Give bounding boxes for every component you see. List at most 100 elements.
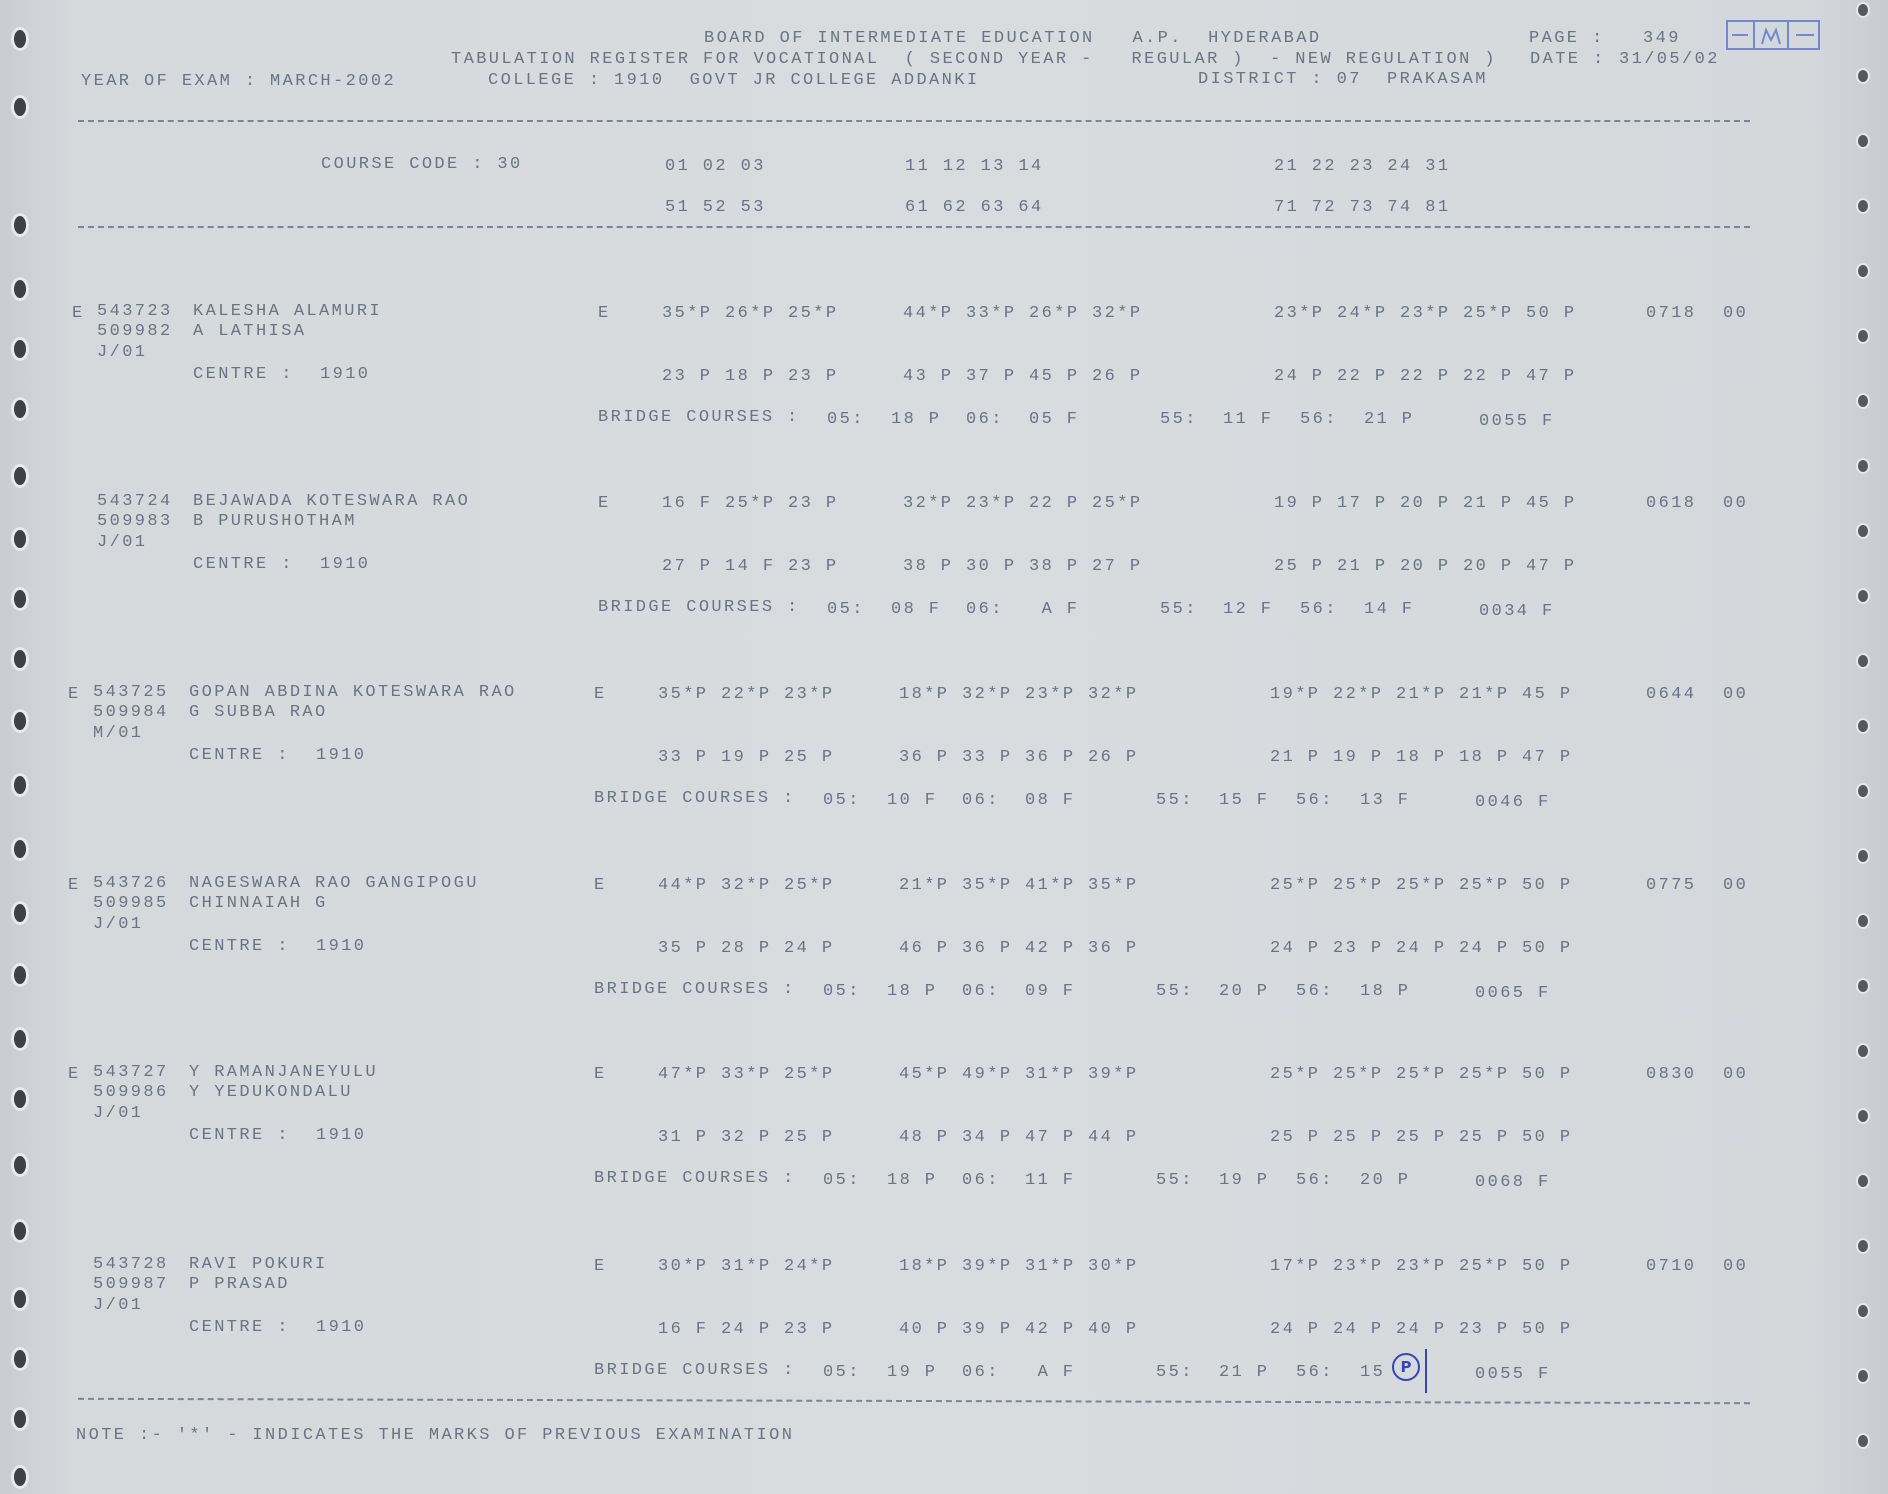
feed-hole: [1858, 265, 1868, 277]
group-code: J/01: [93, 1296, 144, 1315]
bridge-course-code: 06:: [966, 410, 1004, 429]
registration-number: 509987: [93, 1275, 169, 1294]
bridge-courses-label: BRIDGE COURSES :: [598, 598, 800, 617]
medium: E: [594, 876, 607, 895]
marks-row-1: 18*P 32*P 23*P 32*P: [899, 685, 1139, 704]
bridge-course-code: 55:: [1160, 410, 1198, 429]
feed-hole: [1858, 1240, 1868, 1252]
registration-number: 509982: [97, 322, 173, 341]
hall-ticket-number: 543728: [93, 1255, 169, 1274]
feed-hole: [1858, 590, 1868, 602]
student-name: RAVI POKURI: [189, 1255, 328, 1274]
marks-row-2: 24 P 24 P 24 P 23 P 50 P: [1270, 1320, 1573, 1339]
centre-label: CENTRE :: [189, 937, 290, 956]
subject-codes-group-1: 01 02 03: [665, 157, 766, 176]
student-name: BEJAWADA KOTESWARA RAO: [193, 492, 471, 511]
handwritten-stroke: [1425, 1349, 1427, 1393]
marks-row-2: 38 P 30 P 38 P 27 P: [903, 557, 1143, 576]
medium: E: [594, 1257, 607, 1276]
marks-row-1: 47*P 33*P 25*P: [658, 1065, 835, 1084]
marks-row-2: 21 P 19 P 18 P 18 P 47 P: [1270, 748, 1573, 767]
bridge-courses-label: BRIDGE COURSES :: [594, 980, 796, 999]
feed-hole: [14, 467, 26, 485]
total-marks: 0710: [1646, 1257, 1697, 1276]
bridge-course-code: 55:: [1156, 982, 1194, 1001]
bridge-course-mark: 14 F: [1364, 600, 1415, 619]
feed-hole: [1858, 1435, 1868, 1447]
medium: E: [594, 685, 607, 704]
marks-row-2: 33 P 19 P 25 P: [658, 748, 835, 767]
course-code: COURSE CODE : 30: [321, 155, 523, 174]
feed-hole: [14, 1350, 26, 1368]
feed-hole: [14, 1030, 26, 1048]
marks-row-1: 45*P 49*P 31*P 39*P: [899, 1065, 1139, 1084]
feed-hole: [1858, 785, 1868, 797]
feed-hole: [1858, 655, 1868, 667]
bridge-course-code: 05:: [823, 791, 861, 810]
bridge-courses-label: BRIDGE COURSES :: [598, 408, 800, 427]
bridge-course-mark: 08 F: [891, 600, 942, 619]
registration-number: 509983: [97, 512, 173, 531]
total-marks: 0775: [1646, 876, 1697, 895]
centre-label: CENTRE :: [189, 746, 290, 765]
parent-name: B PURUSHOTHAM: [193, 512, 357, 531]
marks-row-1: 16 F 25*P 23 P: [662, 494, 839, 513]
bridge-course-code: 06:: [962, 1363, 1000, 1382]
parent-name: Y YEDUKONDALU: [189, 1083, 353, 1102]
feed-hole: [1858, 1045, 1868, 1057]
marks-row-2: 16 F 24 P 23 P: [658, 1320, 835, 1339]
handwritten-correction: P: [1392, 1353, 1420, 1381]
feed-hole: [1858, 525, 1868, 537]
bridge-course-code: 55:: [1156, 1171, 1194, 1190]
medium: E: [594, 1065, 607, 1084]
feed-hole: [14, 1222, 26, 1240]
marks-row-1: 35*P 22*P 23*P: [658, 685, 835, 704]
feed-hole: [1858, 980, 1868, 992]
marks-row-2: 23 P 18 P 23 P: [662, 367, 839, 386]
bridge-course-mark: 13 F: [1360, 791, 1411, 810]
centre-code: 1910: [316, 1318, 367, 1337]
feed-hole: [14, 216, 26, 234]
marks-row-1: 17*P 23*P 23*P 25*P 50 P: [1270, 1257, 1573, 1276]
marks-row-1: 19 P 17 P 20 P 21 P 45 P: [1274, 494, 1577, 513]
register-title: TABULATION REGISTER FOR VOCATIONAL ( SEC…: [451, 50, 1497, 69]
bridge-total: 0068 F: [1475, 1173, 1551, 1192]
bridge-course-code: 56:: [1300, 600, 1338, 619]
feed-hole: [14, 1410, 26, 1428]
medium: E: [598, 304, 611, 323]
centre-label: CENTRE :: [193, 365, 294, 384]
bridge-course-code: 56:: [1296, 982, 1334, 1001]
marks-row-1: 35*P 26*P 25*P: [662, 304, 839, 323]
bridge-course-mark: 15 F: [1219, 791, 1270, 810]
result-code: 00: [1723, 304, 1749, 323]
centre-code: 1910: [320, 365, 371, 384]
exam-flag: E: [68, 876, 81, 895]
marks-row-2: 27 P 14 F 23 P: [662, 557, 839, 576]
centre-code: 1910: [316, 1126, 367, 1145]
bridge-course-code: 55:: [1156, 791, 1194, 810]
subject-codes-group-2: 61 62 63 64: [905, 198, 1044, 217]
bridge-course-mark: 05 F: [1029, 410, 1080, 429]
marks-row-2: 24 P 22 P 22 P 22 P 47 P: [1274, 367, 1577, 386]
feed-hole: [1858, 395, 1868, 407]
marks-row-1: 30*P 31*P 24*P: [658, 1257, 835, 1276]
bridge-course-code: 05:: [823, 1171, 861, 1190]
parent-name: A LATHISA: [193, 322, 307, 341]
marks-row-1: 25*P 25*P 25*P 25*P 50 P: [1270, 1065, 1573, 1084]
bridge-course-mark: 21 P: [1219, 1363, 1270, 1382]
bridge-course-code: 56:: [1296, 1171, 1334, 1190]
feed-hole: [1858, 720, 1868, 732]
feed-hole: [14, 98, 26, 116]
group-code: J/01: [97, 343, 148, 362]
bridge-total: 0055 F: [1479, 412, 1555, 431]
centre-code: 1910: [320, 555, 371, 574]
year-of-exam: YEAR OF EXAM : MARCH-2002: [81, 72, 397, 91]
group-code: M/01: [93, 724, 144, 743]
feed-hole: [1858, 200, 1868, 212]
feed-hole: [14, 904, 26, 922]
bridge-course-mark: 08 F: [1025, 791, 1076, 810]
subject-codes-group-1: 51 52 53: [665, 198, 766, 217]
marks-row-1: 23*P 24*P 23*P 25*P 50 P: [1274, 304, 1577, 323]
divider: [78, 226, 1750, 228]
bridge-total: 0065 F: [1475, 984, 1551, 1003]
